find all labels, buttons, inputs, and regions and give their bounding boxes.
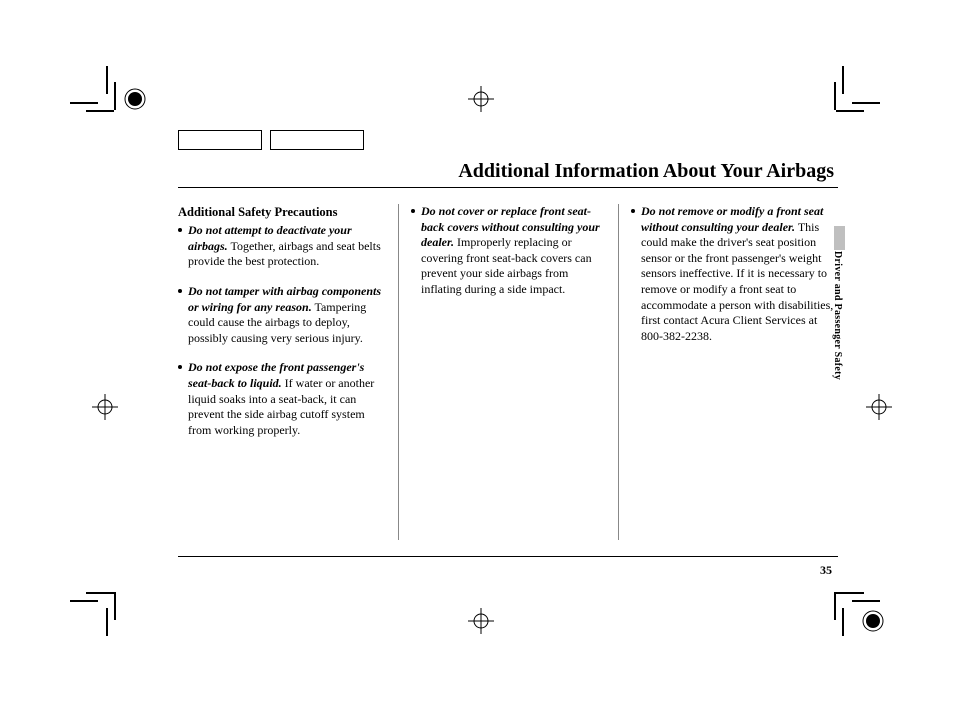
column-3: Do not remove or modify a front seat wit… <box>618 204 838 540</box>
item-text: This could make the driver's seat positi… <box>641 220 833 343</box>
list-item: Do not attempt to deactivate your airbag… <box>178 223 386 270</box>
header-box-1 <box>178 130 262 150</box>
header-box-2 <box>270 130 364 150</box>
registration-mark-br <box>860 608 886 634</box>
list-item: Do not tamper with airbag components or … <box>178 284 386 346</box>
page-title: Additional Information About Your Airbag… <box>458 160 834 183</box>
manual-page: Additional Information About Your Airbag… <box>0 0 954 710</box>
col3-list: Do not remove or modify a front seat wit… <box>631 204 838 344</box>
section-side-label: Driver and Passenger Safety <box>832 251 843 380</box>
page-number: 35 <box>820 563 832 578</box>
registration-mark-tl <box>122 86 148 112</box>
title-rule <box>178 187 838 188</box>
col1-list: Do not attempt to deactivate your airbag… <box>178 223 386 438</box>
col2-list: Do not cover or replace front seat-back … <box>411 204 606 298</box>
crosshair-left <box>92 394 118 420</box>
crosshair-bottom <box>468 608 494 634</box>
content-columns: Additional Safety Precautions Do not att… <box>178 204 838 540</box>
crosshair-right <box>866 394 892 420</box>
list-item: Do not expose the front passenger's seat… <box>178 360 386 438</box>
footer-rule <box>178 556 838 557</box>
list-item: Do not remove or modify a front seat wit… <box>631 204 838 344</box>
list-item: Do not cover or replace front seat-back … <box>411 204 606 298</box>
column-2: Do not cover or replace front seat-back … <box>398 204 618 540</box>
column-1: Additional Safety Precautions Do not att… <box>178 204 398 540</box>
crosshair-top <box>468 86 494 112</box>
header-placeholder-boxes <box>178 130 364 150</box>
subheading: Additional Safety Precautions <box>178 204 386 220</box>
section-tab <box>834 226 845 250</box>
